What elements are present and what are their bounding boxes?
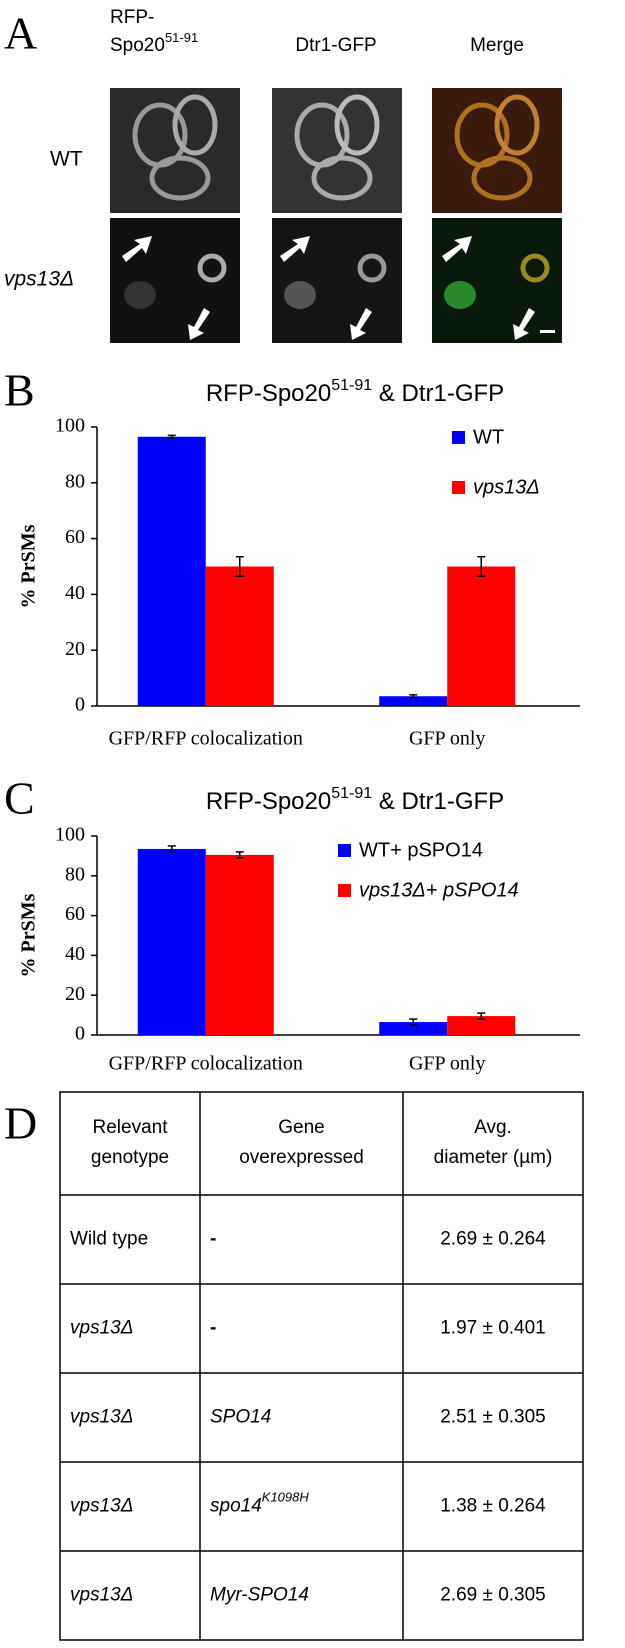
column-header: Spo2051-91 [110, 30, 198, 56]
error-bar [477, 555, 486, 578]
legend-swatch [452, 431, 465, 444]
diameter-cell: 2.69 ± 0.305 [440, 1585, 546, 1606]
y-tick-label: 0 [75, 694, 85, 716]
superscript: 51-91 [165, 30, 198, 45]
gene-cell: - [210, 1229, 216, 1250]
panel-letter: A [4, 8, 37, 59]
bar [379, 696, 448, 706]
bar [447, 1016, 516, 1035]
table: D Relevant genotype Gene overexpressed Avg. d… [4, 1091, 584, 1641]
bar [205, 566, 274, 706]
header-cell: overexpressed [239, 1147, 364, 1168]
header-cell: diameter (µm) [434, 1147, 553, 1168]
legend-label: WT+ pSPO14 [359, 839, 483, 861]
diameter-cell: 2.51 ± 0.305 [440, 1407, 546, 1428]
legend-label: vps13Δ+ pSPO14 [359, 879, 519, 901]
gene-text: - [210, 1229, 216, 1250]
error-bar [235, 555, 244, 578]
y-tick-label: 40 [65, 943, 85, 965]
error-bar [409, 694, 418, 699]
y-tick-label: 60 [65, 526, 85, 548]
panel-letter: C [4, 773, 35, 824]
superscript: 51-91 [331, 785, 372, 802]
error-bar [167, 845, 176, 853]
column-header: Dtr1-GFP [295, 35, 376, 56]
column-header: Merge [470, 35, 524, 56]
row-label: vps13Δ [4, 268, 74, 291]
legend-swatch [338, 844, 351, 857]
bar [137, 848, 206, 1035]
y-tick-label: 20 [65, 983, 85, 1005]
legend-swatch [338, 884, 351, 897]
column-header: RFP- [110, 7, 154, 28]
bar [137, 436, 206, 706]
x-tick-label: GFP/RFP colocalization [109, 728, 303, 750]
genotype-cell: vps13Δ [70, 1318, 133, 1339]
diameter-cell: 2.69 ± 0.264 [440, 1229, 546, 1250]
row-label: WT [50, 148, 83, 171]
y-tick-label: 80 [65, 863, 85, 885]
y-tick-label: 40 [65, 582, 85, 604]
legend-swatch [452, 481, 465, 494]
chart: B RFP-Spo2051-91 & Dtr1-GFP % PrSMs 0 20 40 60… [4, 365, 580, 750]
gene-text: Myr-SPO14 [210, 1585, 309, 1606]
column-header-part: Spo20 [110, 35, 165, 56]
chart-title: RFP-Spo2051-91 & Dtr1-GFP [206, 377, 504, 407]
header-cell: Relevant [93, 1117, 169, 1138]
error-bar [235, 851, 244, 859]
gene-text: spo14 [210, 1496, 262, 1517]
y-tick-label: 80 [65, 470, 85, 492]
table-border [59, 1091, 584, 1641]
x-tick-label: GFP only [409, 1053, 486, 1075]
genotype-cell: vps13Δ [70, 1585, 133, 1606]
legend-label: WT [473, 426, 504, 448]
gene-text: - [210, 1318, 216, 1339]
header-cell: Avg. [474, 1117, 512, 1138]
micrographs [110, 88, 562, 343]
y-tick-label: 100 [55, 415, 85, 437]
x-tick-label: GFP/RFP colocalization [109, 1053, 303, 1075]
chart: C RFP-Spo2051-91 & Dtr1-GFP % PrSMs 0 20 40 60… [4, 773, 580, 1075]
bar [379, 1022, 448, 1035]
bar [205, 854, 274, 1035]
gene-cell: SPO14 [210, 1407, 271, 1428]
error-bar [167, 434, 176, 439]
title-part: RFP-Spo20 [206, 788, 331, 815]
x-tick-label: GFP only [409, 728, 486, 750]
title-part: & Dtr1-GFP [372, 788, 504, 815]
gene-text: SPO14 [210, 1407, 271, 1428]
genotype-cell: Wild type [70, 1229, 148, 1250]
error-bar [409, 1018, 418, 1026]
superscript: 51-91 [331, 377, 372, 394]
panel-letter: D [4, 1098, 37, 1149]
y-tick-label: 20 [65, 638, 85, 660]
y-tick-label: 0 [75, 1023, 85, 1045]
bar [447, 566, 516, 706]
title-part: RFP-Spo20 [206, 380, 331, 407]
gene-cell: spo14K1098H [210, 1490, 309, 1517]
y-axis-label: % PrSMs [18, 524, 40, 608]
panel-letter: B [4, 365, 35, 416]
diameter-cell: 1.97 ± 0.401 [440, 1318, 546, 1339]
genotype-cell: vps13Δ [70, 1496, 133, 1517]
y-tick-label: 100 [55, 824, 85, 846]
gene-cell: Myr-SPO14 [210, 1585, 309, 1606]
header-cell: Gene [278, 1117, 324, 1138]
legend-label: vps13Δ [473, 476, 540, 498]
y-axis-label: % PrSMs [18, 893, 40, 977]
gene-cell: - [210, 1318, 216, 1339]
header-cell: genotype [91, 1147, 169, 1168]
error-bar [477, 1012, 486, 1020]
y-tick-label: 60 [65, 903, 85, 925]
diameter-cell: 1.38 ± 0.264 [440, 1496, 546, 1517]
title-part: & Dtr1-GFP [372, 380, 504, 407]
genotype-cell: vps13Δ [70, 1407, 133, 1428]
superscript: K1098H [262, 1490, 310, 1505]
chart-title: RFP-Spo2051-91 & Dtr1-GFP [206, 785, 504, 815]
